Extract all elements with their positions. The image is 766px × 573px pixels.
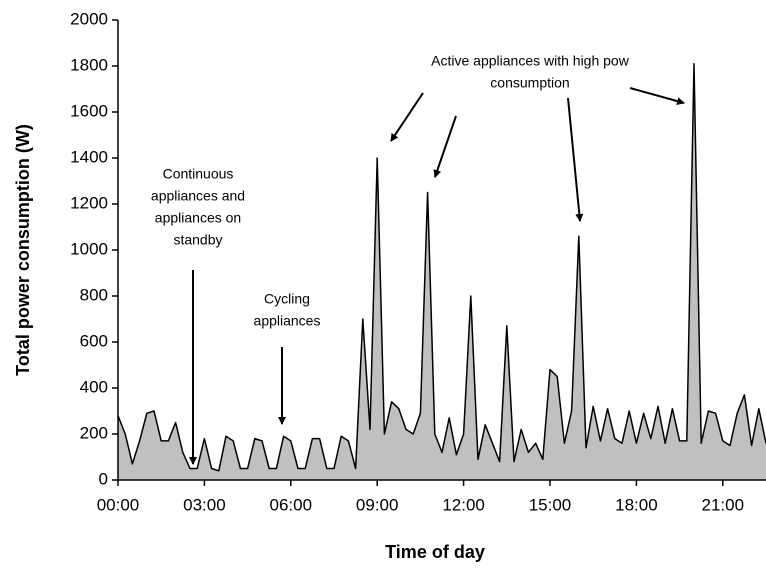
plot-area bbox=[117, 62, 766, 480]
y-tick-label: 400 bbox=[80, 377, 108, 396]
x-tick-label: 12:00 bbox=[442, 495, 485, 514]
x-tick-label: 03:00 bbox=[183, 495, 226, 514]
annotation: Cycling bbox=[264, 291, 310, 307]
y-axis-label: Total power consumption (W) bbox=[13, 124, 33, 376]
x-axis-label: Time of day bbox=[385, 542, 485, 562]
annotation: Continuous bbox=[163, 166, 234, 182]
y-tick-label: 1600 bbox=[70, 101, 108, 120]
arrow bbox=[567, 97, 584, 222]
y-tick-label: 1000 bbox=[70, 239, 108, 258]
annotation: appliances on bbox=[155, 210, 241, 226]
annotation: consumption bbox=[490, 75, 569, 91]
x-tick-label: 15:00 bbox=[529, 495, 572, 514]
y-tick-label: 0 bbox=[99, 469, 108, 488]
y-tick-label: 1400 bbox=[70, 147, 108, 166]
x-tick-label: 09:00 bbox=[356, 495, 399, 514]
annotation: standby bbox=[173, 232, 222, 248]
y-tick-label: 2000 bbox=[70, 9, 108, 28]
arrow bbox=[390, 92, 424, 142]
annotation: appliances and bbox=[151, 188, 245, 204]
y-tick-label: 800 bbox=[80, 285, 108, 304]
x-tick-label: 00:00 bbox=[97, 495, 140, 514]
y-tick-label: 600 bbox=[80, 331, 108, 350]
x-tick-label: 06:00 bbox=[270, 495, 313, 514]
area bbox=[118, 63, 766, 480]
y-tick-label: 1800 bbox=[70, 55, 108, 74]
annotation: appliances bbox=[254, 313, 321, 329]
y-tick-label: 1200 bbox=[70, 193, 108, 212]
arrow bbox=[433, 115, 457, 178]
x-tick-label: 21:00 bbox=[702, 495, 745, 514]
annotation-arrows bbox=[189, 87, 685, 465]
line bbox=[117, 62, 766, 472]
y-tick-label: 200 bbox=[80, 423, 108, 442]
annotation: Active appliances with high pow bbox=[431, 53, 630, 69]
arrow bbox=[629, 87, 685, 105]
x-tick-label: 18:00 bbox=[615, 495, 658, 514]
